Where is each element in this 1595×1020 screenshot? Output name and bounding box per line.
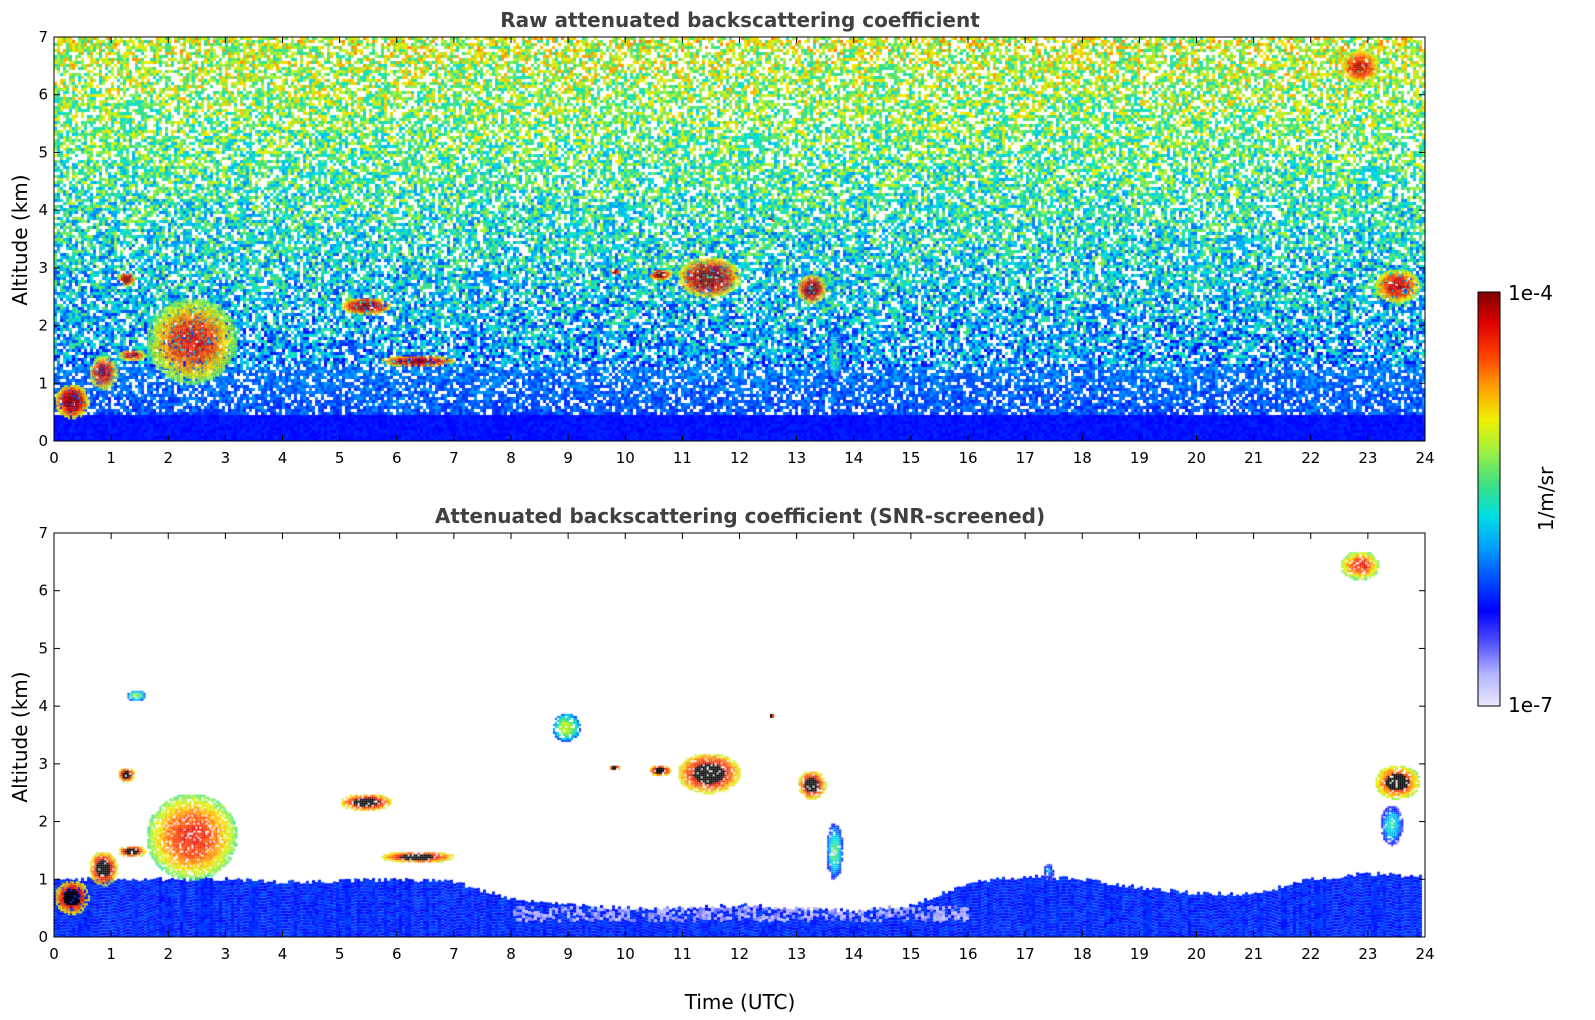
y-tick-label: 2 [38,317,48,335]
y-tick-label: 4 [38,697,48,715]
colorbar: 1e-4 1e-7 1/m/sr [1477,281,1558,717]
x-tick-label: 19 [1130,449,1149,467]
x-tick-label: 24 [1415,945,1434,963]
heatmap-raster [54,37,1425,441]
x-tick-label: 9 [563,945,573,963]
y-tick-label: 4 [38,201,48,219]
x-tick-label: 12 [730,449,749,467]
x-tick-label: 17 [1016,945,1035,963]
x-tick-label: 17 [1016,449,1035,467]
x-tick-label: 10 [616,449,635,467]
x-tick-label: 3 [221,945,231,963]
bottom-y-axis-label: Altitude (km) [8,671,32,802]
top-panel-title: Raw attenuated backscattering coefficien… [500,8,980,32]
heatmap-raster [54,533,1425,937]
x-tick-label: 7 [449,449,459,467]
x-tick-label: 4 [278,449,288,467]
bottom-panel-title: Attenuated backscattering coefficient (S… [435,504,1045,528]
x-tick-label: 1 [106,449,116,467]
x-tick-label: 23 [1358,945,1377,963]
x-tick-label: 22 [1301,449,1320,467]
x-tick-label: 22 [1301,945,1320,963]
x-tick-label: 10 [616,945,635,963]
x-tick-label: 14 [844,945,863,963]
x-tick-label: 2 [163,449,173,467]
y-tick-label: 5 [38,639,48,657]
x-tick-label: 2 [163,945,173,963]
x-tick-label: 15 [901,945,920,963]
y-tick-label: 0 [38,928,48,946]
x-tick-label: 5 [335,945,345,963]
x-tick-label: 14 [844,449,863,467]
bottom-heatmap-plot: 0 1 2 3 4 5 6 7 8 9 10 11 12 13 14 15 16 17 18 19 20 21 22 23 24… [38,524,1434,963]
top-y-axis-label: Altitude (km) [8,174,32,305]
x-tick-label: 8 [506,945,516,963]
y-tick-label: 3 [38,259,48,277]
x-tick-label: 1 [106,945,116,963]
x-tick-label: 19 [1130,945,1149,963]
y-tick-label: 1 [38,374,48,392]
x-tick-label: 18 [1073,449,1092,467]
screened-backscatter-panel: Attenuated backscattering coefficient (S… [8,504,1435,1014]
x-tick-label: 18 [1073,945,1092,963]
y-tick-label: 6 [38,86,48,104]
x-tick-label: 24 [1415,449,1434,467]
y-tick-label: 7 [38,28,48,46]
x-tick-label: 5 [335,449,345,467]
y-tick-label: 2 [38,813,48,831]
top-heatmap-plot: 0 1 2 3 4 5 6 7 8 9 10 11 12 13 14 15 16 17 18 19 20 21 22 23 24… [38,28,1434,467]
x-tick-label: 20 [1187,945,1206,963]
y-tick-label: 6 [38,582,48,600]
x-tick-label: 21 [1244,945,1263,963]
x-tick-label: 20 [1187,449,1206,467]
x-tick-label: 13 [787,945,806,963]
x-tick-label: 8 [506,449,516,467]
y-tick-label: 5 [38,143,48,161]
x-tick-label: 23 [1358,449,1377,467]
x-tick-label: 0 [49,945,59,963]
x-axis-label: Time (UTC) [684,990,796,1014]
y-tick-label: 7 [38,524,48,542]
x-tick-label: 12 [730,945,749,963]
x-tick-label: 0 [49,449,59,467]
x-tick-label: 6 [392,449,402,467]
colorbar-max-label: 1e-4 [1508,281,1553,305]
raw-backscatter-panel: Raw attenuated backscattering coefficien… [8,8,1435,467]
colorbar-min-label: 1e-7 [1508,693,1553,717]
x-tick-label: 11 [673,945,692,963]
x-tick-label: 9 [563,449,573,467]
x-tick-label: 16 [958,945,977,963]
heatmap-canvas [54,37,1425,441]
x-tick-label: 6 [392,945,402,963]
y-tick-label: 0 [38,432,48,450]
x-tick-label: 11 [673,449,692,467]
x-tick-label: 15 [901,449,920,467]
x-tick-label: 21 [1244,449,1263,467]
x-tick-label: 13 [787,449,806,467]
y-tick-label: 3 [38,755,48,773]
colorbar-gradient [1477,291,1501,707]
x-tick-label: 3 [221,449,231,467]
x-tick-label: 16 [958,449,977,467]
heatmap-canvas [54,533,1425,937]
x-tick-label: 4 [278,945,288,963]
x-tick-label: 7 [449,945,459,963]
colorbar-unit-label: 1/m/sr [1534,466,1558,531]
y-tick-label: 1 [38,870,48,888]
